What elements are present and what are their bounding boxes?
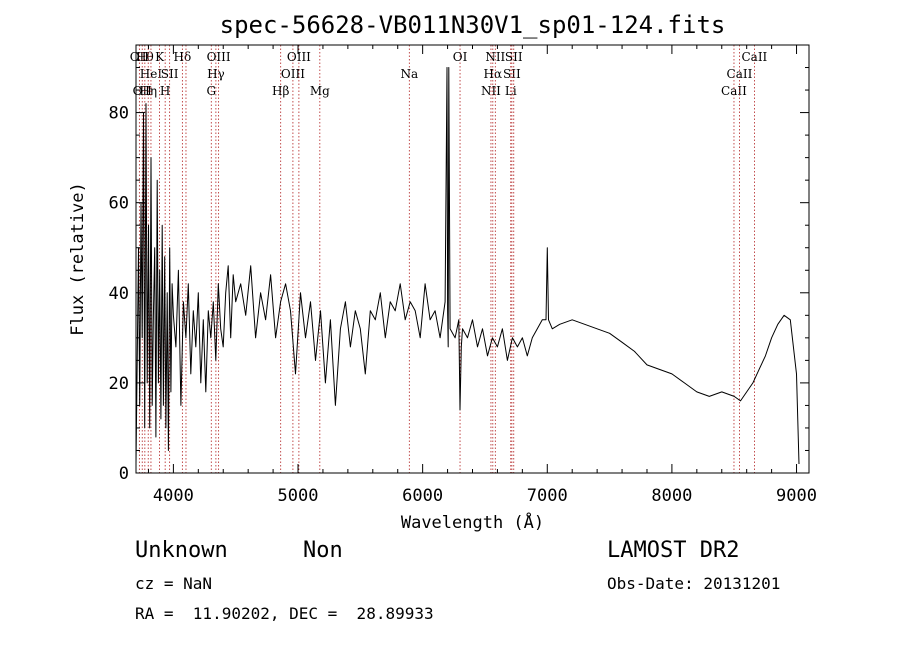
line-label-mid-26: CaII (727, 67, 753, 81)
line-label-bot-10: G (206, 84, 216, 98)
line-label-bot-22: Li (505, 84, 517, 98)
x-tick-label: 5000 (278, 486, 319, 506)
line-label-mid-4: HeI (140, 67, 163, 81)
x-axis-label: Wavelength (Å) (401, 511, 544, 533)
axes-ticks: 4000 5000 6000 7000 8000 9000 0 20 40 60 80 (109, 45, 817, 506)
line-label-mid-23: SII (503, 67, 521, 81)
x-tick-label: 6000 (402, 486, 443, 506)
y-tick-label: 60 (109, 194, 129, 214)
x-tick-label: 9000 (776, 486, 817, 506)
line-label-top-0: OII (130, 50, 150, 64)
y-axis-label: Flux (relative) (68, 182, 88, 336)
line-label-bot-19: NII (481, 84, 501, 98)
line-label-bot-13: Hβ (272, 84, 289, 98)
line-label-bot-16: Mg (310, 84, 330, 98)
y-tick-label: 80 (109, 104, 129, 124)
x-tick-label: 8000 (651, 486, 692, 506)
line-label-top-5: K (155, 50, 165, 64)
chart-title: spec-56628-VB011N30V1_sp01-124.fits (220, 11, 726, 39)
x-tick-label: 4000 (153, 486, 194, 506)
line-label-top-2: Hθ (136, 50, 154, 64)
line-label-top-27: CaII (741, 50, 767, 64)
line-label-mid-14: OIII (281, 67, 305, 81)
plot-frame (135, 44, 810, 474)
obs-date: Obs-Date: 20131201 (607, 574, 781, 593)
y-tick-label: 40 (109, 284, 129, 304)
line-label-mid-17: Na (400, 67, 418, 81)
redshift-readout: cz = NaN (135, 574, 213, 593)
object-class: Unknown (135, 538, 228, 563)
survey-name: LAMOST DR2 (607, 538, 740, 563)
line-label-bot-3: Hη (139, 84, 157, 98)
line-label-mid-7: SII (161, 67, 179, 81)
line-label-mid-11: Hγ (207, 67, 225, 81)
x-tick-label: 7000 (527, 486, 568, 506)
y-tick-label: 0 (119, 464, 129, 484)
spectrum-series-line-0 (135, 67, 800, 465)
line-label-top-24: SII (505, 50, 523, 64)
line-label-bot-25: CaII (721, 84, 747, 98)
object-subclass: Non (303, 538, 343, 563)
line-label-top-8: Hδ (174, 50, 192, 64)
line-label-top-18: OI (453, 50, 468, 64)
emission-line-markers: OIIOIIHθHηHeIKHSIIHδGHγOIIIHβOIIIOIIIMgN… (130, 45, 768, 473)
line-label-bot-1: OII (133, 84, 153, 98)
line-label-top-12: OIII (207, 50, 231, 64)
line-label-bot-6: H (160, 84, 170, 98)
line-label-top-15: OIII (287, 50, 311, 64)
line-label-mid-20: Hα (484, 67, 503, 81)
series-layer (135, 67, 800, 465)
y-tick-label: 20 (109, 374, 129, 394)
coordinates: RA = 11.90202, DEC = 28.89933 (135, 604, 434, 623)
line-label-top-21: NII (485, 50, 505, 64)
